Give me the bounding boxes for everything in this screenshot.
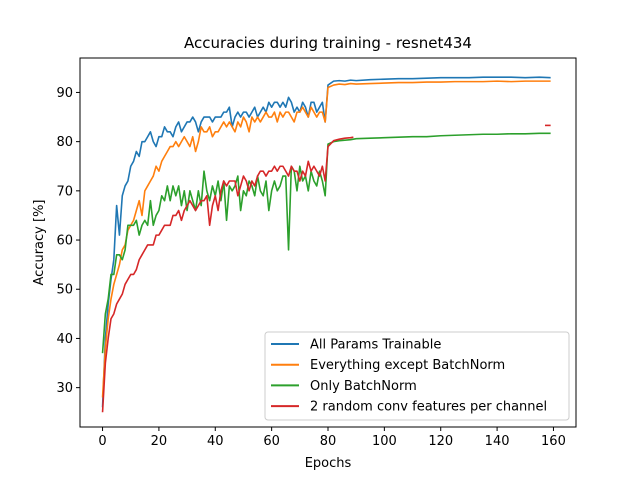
- y-tick-label: 70: [56, 184, 73, 199]
- series-line-2-segment-0: [101, 132, 551, 354]
- y-tick-label: 80: [56, 135, 73, 150]
- x-axis: 0 20 40 60 80 100 120 140 160: [98, 427, 566, 449]
- x-tick-label: 0: [98, 434, 106, 449]
- legend-label: 2 random conv features per channel: [310, 400, 547, 415]
- plot-area: [101, 76, 551, 413]
- y-tick-label: 60: [56, 234, 73, 249]
- legend-label: Only BatchNorm: [310, 379, 417, 394]
- y-tick-label: 40: [56, 332, 73, 347]
- chart-title: Accuracies during training - resnet434: [184, 34, 472, 52]
- x-tick-label: 40: [207, 434, 224, 449]
- y-tick-label: 50: [56, 283, 73, 298]
- x-tick-label: 120: [428, 434, 453, 449]
- y-tick-label: 30: [56, 381, 73, 396]
- series-line-3-segment-0: [101, 136, 354, 413]
- x-tick-label: 100: [372, 434, 397, 449]
- x-tick-label: 160: [541, 434, 566, 449]
- x-tick-label: 80: [320, 434, 337, 449]
- legend-box: [264, 331, 570, 421]
- x-tick-label: 140: [485, 434, 510, 449]
- x-tick-label: 60: [263, 434, 280, 449]
- x-tick-label: 20: [151, 434, 168, 449]
- y-tick-label: 90: [56, 86, 73, 101]
- series-line-0-segment-0: [101, 76, 551, 408]
- y-axis: 30 40 50 60 70 80 90: [56, 86, 80, 396]
- legend-label: All Params Trainable: [310, 338, 441, 353]
- legend: All Params Trainable Everything except Ba…: [264, 331, 570, 421]
- legend-label: Everything except BatchNorm: [310, 358, 505, 373]
- y-axis-label: Accuracy [%]: [32, 200, 47, 286]
- series-line-1-segment-0: [101, 80, 551, 398]
- x-axis-label: Epochs: [305, 456, 352, 471]
